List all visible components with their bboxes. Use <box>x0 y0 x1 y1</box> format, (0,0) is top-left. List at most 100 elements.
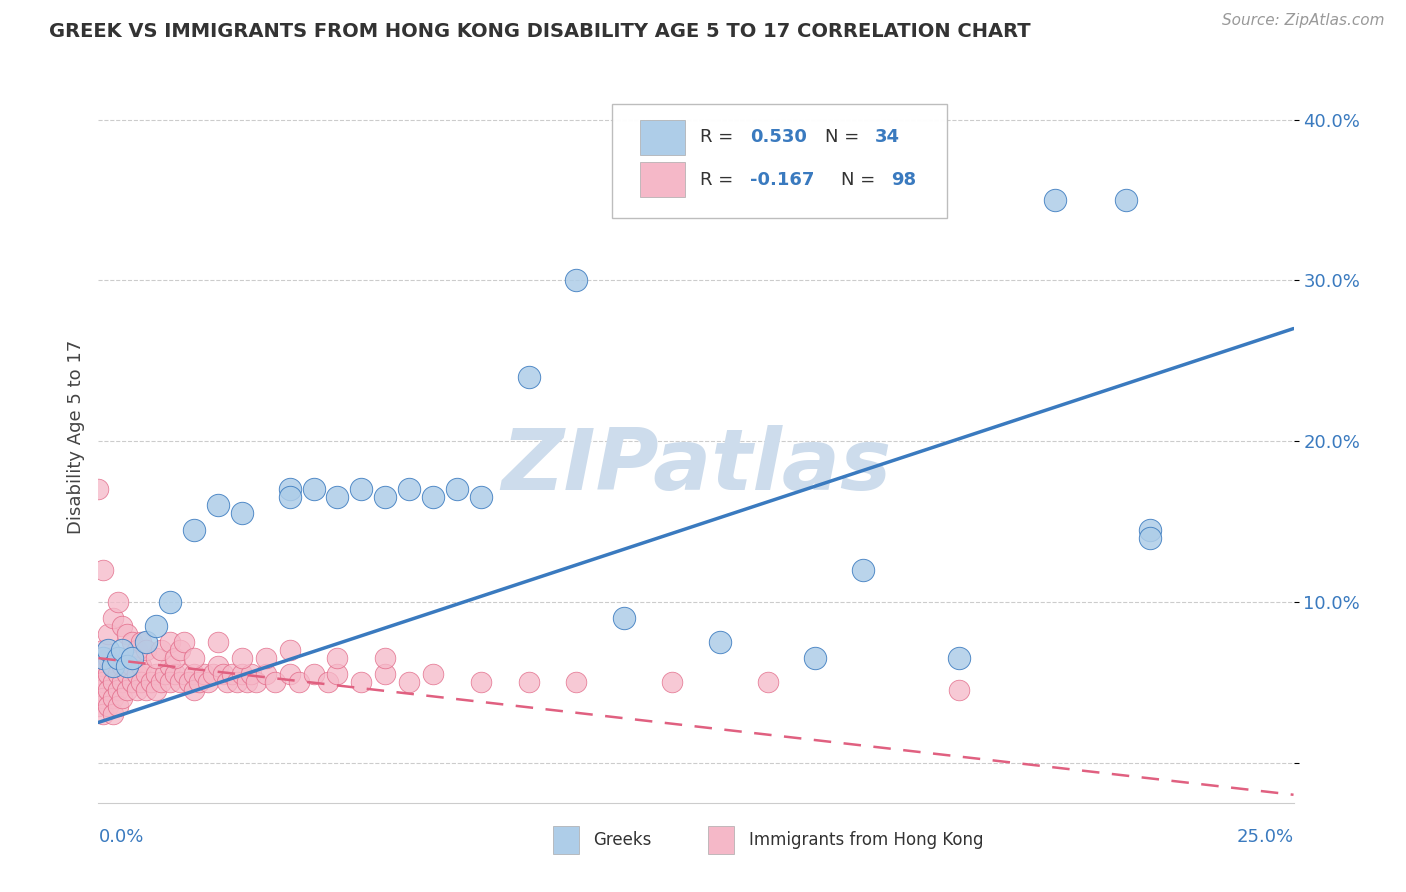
Point <box>159 595 181 609</box>
Point <box>145 651 167 665</box>
Point <box>211 667 233 681</box>
Point <box>131 659 153 673</box>
Point <box>169 675 191 690</box>
Point <box>91 675 114 690</box>
Point <box>111 659 134 673</box>
Point <box>163 667 186 681</box>
Point <box>173 667 195 681</box>
Point <box>97 699 120 714</box>
Point <box>111 691 134 706</box>
Point <box>101 707 124 722</box>
Point <box>197 675 219 690</box>
Point <box>264 675 287 690</box>
Point <box>254 651 277 665</box>
Point <box>235 675 257 690</box>
Point <box>101 659 124 673</box>
Point <box>135 635 157 649</box>
Point <box>101 691 124 706</box>
Point <box>217 675 239 690</box>
Point <box>254 667 277 681</box>
Point <box>101 675 124 690</box>
Point <box>302 483 325 497</box>
FancyBboxPatch shape <box>640 120 685 154</box>
Point <box>115 627 138 641</box>
Point <box>613 611 636 625</box>
Point <box>87 683 110 698</box>
Text: 98: 98 <box>891 170 915 188</box>
Point <box>316 675 339 690</box>
Text: N =: N = <box>841 170 880 188</box>
Text: 0.0%: 0.0% <box>98 828 143 846</box>
Point <box>145 667 167 681</box>
Point <box>115 659 138 673</box>
Point <box>398 675 420 690</box>
Point <box>231 651 253 665</box>
Point <box>145 683 167 698</box>
Point <box>145 619 167 633</box>
Point <box>207 659 229 673</box>
Point <box>97 683 120 698</box>
FancyBboxPatch shape <box>553 826 579 854</box>
Point <box>91 651 114 665</box>
Point <box>87 483 110 497</box>
Text: 25.0%: 25.0% <box>1236 828 1294 846</box>
FancyBboxPatch shape <box>613 104 948 218</box>
Point <box>135 643 157 657</box>
Point <box>1043 193 1066 207</box>
Point <box>288 675 311 690</box>
Point <box>125 667 148 681</box>
Point <box>1139 523 1161 537</box>
Text: 34: 34 <box>876 128 900 146</box>
Point <box>207 635 229 649</box>
Point <box>231 507 253 521</box>
Point <box>756 675 779 690</box>
Text: R =: R = <box>700 128 738 146</box>
Point <box>107 699 129 714</box>
Point <box>91 643 114 657</box>
Point <box>183 667 205 681</box>
Point <box>231 667 253 681</box>
Point <box>470 675 492 690</box>
Point <box>87 659 110 673</box>
Point <box>97 651 120 665</box>
Point <box>159 635 181 649</box>
Point <box>446 483 468 497</box>
Point <box>87 699 110 714</box>
Point <box>115 667 138 681</box>
Point <box>91 691 114 706</box>
FancyBboxPatch shape <box>709 826 734 854</box>
Point <box>183 523 205 537</box>
Point <box>101 659 124 673</box>
Point <box>565 675 588 690</box>
Point <box>149 675 172 690</box>
Point <box>111 675 134 690</box>
Point <box>278 491 301 505</box>
Point <box>101 611 124 625</box>
Point <box>97 667 120 681</box>
Point <box>661 675 683 690</box>
Point <box>221 667 243 681</box>
Text: -0.167: -0.167 <box>749 170 814 188</box>
Point <box>278 667 301 681</box>
Point <box>374 651 396 665</box>
Point <box>517 675 540 690</box>
Text: ZIPatlas: ZIPatlas <box>501 425 891 508</box>
Point <box>125 683 148 698</box>
Point <box>121 635 143 649</box>
Point <box>350 675 373 690</box>
Point <box>202 667 225 681</box>
Point <box>97 627 120 641</box>
Text: GREEK VS IMMIGRANTS FROM HONG KONG DISABILITY AGE 5 TO 17 CORRELATION CHART: GREEK VS IMMIGRANTS FROM HONG KONG DISAB… <box>49 22 1031 41</box>
Point <box>1115 193 1137 207</box>
Point <box>155 667 177 681</box>
Point <box>131 675 153 690</box>
Point <box>245 675 267 690</box>
Point <box>121 651 143 665</box>
Point <box>350 483 373 497</box>
Point <box>107 651 129 665</box>
Point <box>278 643 301 657</box>
Point <box>121 675 143 690</box>
Point <box>948 683 970 698</box>
Point <box>207 499 229 513</box>
Text: Immigrants from Hong Kong: Immigrants from Hong Kong <box>748 831 983 849</box>
